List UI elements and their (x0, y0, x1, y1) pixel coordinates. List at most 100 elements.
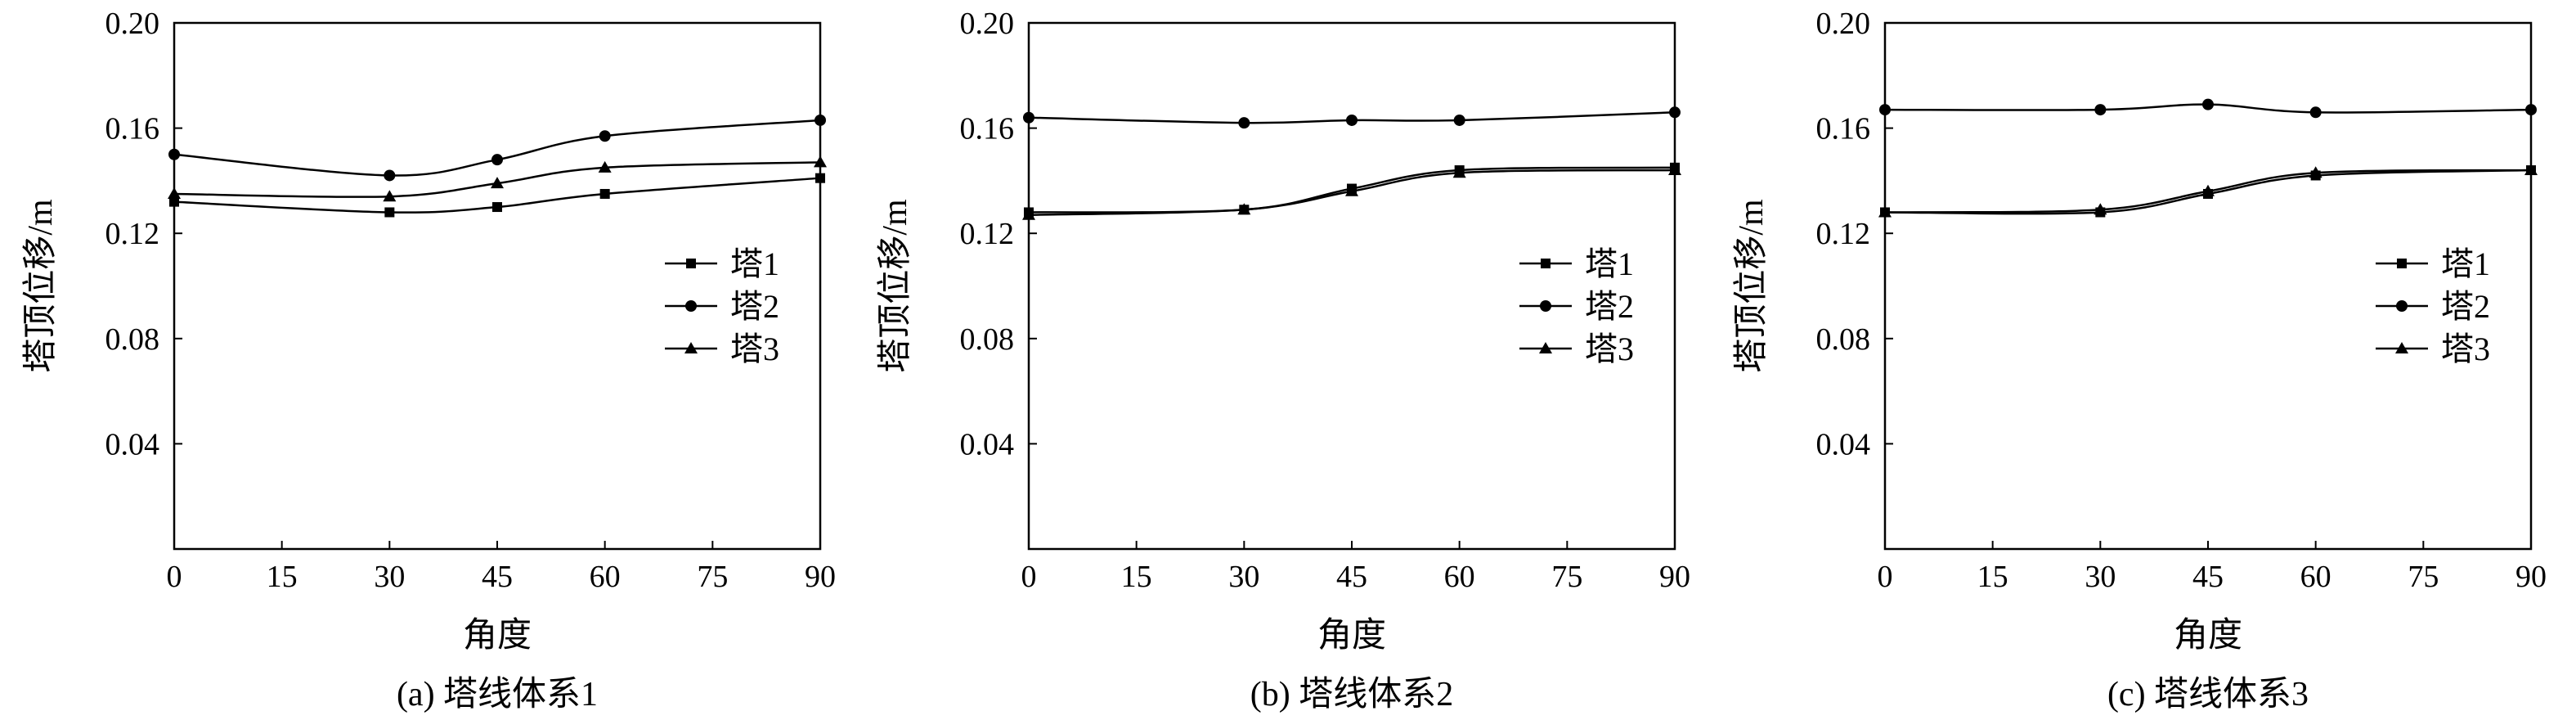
legend-marker (685, 300, 697, 312)
y-tick-label: 0.16 (960, 112, 1015, 146)
x-tick-label: 0 (1021, 560, 1037, 594)
x-tick-label: 0 (167, 560, 182, 594)
y-tick-label: 0.08 (1816, 322, 1871, 357)
x-tick-label: 15 (1121, 560, 1152, 594)
x-tick-label: 45 (2192, 560, 2224, 594)
data-point (599, 130, 611, 142)
legend-marker (686, 259, 696, 268)
x-tick-label: 90 (2515, 560, 2547, 594)
x-tick-label: 60 (2300, 560, 2331, 594)
data-point (598, 160, 612, 173)
chart-panel-1: 0 15 30 45 60 75 90 0.04 0.08 0.12 0.16 0.20 角度 塔顶位移/… (21, 7, 836, 713)
data-point (1238, 117, 1250, 129)
legend-marker (1539, 342, 1552, 353)
data-point (492, 202, 502, 213)
data-point (2202, 98, 2214, 110)
x-tick-label: 15 (267, 560, 298, 594)
data-point (1879, 104, 1891, 116)
legend-label: 塔3 (2441, 331, 2490, 367)
x-tick-label: 90 (805, 560, 836, 594)
series-line-2 (173, 119, 821, 177)
y-tick-label: 0.12 (960, 217, 1015, 251)
legend-label: 塔1 (1585, 245, 1634, 282)
y-tick-label: 0.12 (105, 217, 160, 251)
y-axis-label: 塔顶位移/m (21, 199, 60, 373)
legend-label: 塔3 (1585, 331, 1634, 367)
y-tick-label: 0.16 (105, 112, 160, 146)
legend-label: 塔1 (730, 245, 779, 282)
data-point (2524, 164, 2538, 176)
legend-marker (1540, 300, 1551, 312)
x-tick-label: 90 (1659, 560, 1690, 594)
data-point (491, 154, 503, 166)
y-axis-label: 塔顶位移/m (1732, 199, 1770, 373)
x-tick-label: 0 (1878, 560, 1893, 594)
legend-label: 塔2 (730, 288, 779, 325)
x-tick-label: 30 (374, 560, 405, 594)
legend-marker (684, 342, 698, 353)
data-point (815, 173, 825, 183)
x-axis-label: 角度 (1317, 617, 1386, 655)
data-point (599, 188, 610, 199)
data-point (2201, 184, 2215, 196)
x-tick-label: 45 (482, 560, 513, 594)
data-point (2525, 104, 2537, 116)
x-tick-label: 75 (2408, 560, 2439, 594)
x-tick-label: 75 (697, 560, 728, 594)
y-tick-label: 0.20 (105, 7, 160, 41)
data-point (2094, 104, 2107, 116)
y-tick-label: 0.08 (105, 322, 160, 357)
data-point (384, 207, 395, 218)
y-tick-label: 0.20 (960, 7, 1015, 41)
legend-label: 塔2 (1585, 288, 1634, 325)
legend-marker (2396, 300, 2408, 312)
data-point (1346, 114, 1358, 126)
x-tick-label: 60 (590, 560, 621, 594)
x-tick-label: 75 (1551, 560, 1582, 594)
x-axis-label: 角度 (2174, 617, 2242, 655)
data-point (168, 187, 181, 199)
legend-marker (1541, 259, 1551, 268)
data-point (491, 177, 504, 189)
y-tick-label: 0.04 (105, 427, 160, 461)
panel-caption: (c) 塔线体系3 (2107, 676, 2309, 713)
x-tick-label: 30 (1228, 560, 1259, 594)
data-point (1668, 164, 1681, 176)
legend-marker (2395, 342, 2408, 353)
x-tick-label: 15 (1977, 560, 2008, 594)
data-point (384, 169, 396, 182)
x-tick-label: 30 (2085, 560, 2116, 594)
data-point (1022, 208, 1035, 220)
chart-panel-2: 0 15 30 45 60 75 90 0.04 0.08 0.12 0.16 0.20 角度 塔顶位移/… (876, 7, 1690, 713)
data-point (2309, 106, 2322, 119)
data-point (1878, 205, 1892, 218)
data-point (383, 190, 397, 202)
legend-marker (2397, 259, 2407, 268)
y-tick-label: 0.20 (1816, 7, 1871, 41)
y-axis-label: 塔顶位移/m (876, 199, 914, 373)
data-point (2309, 166, 2322, 178)
data-point (815, 114, 826, 126)
x-axis-label: 角度 (463, 617, 532, 655)
x-tick-label: 45 (1336, 560, 1367, 594)
data-point (2094, 203, 2107, 215)
data-point (169, 196, 179, 207)
plot-frame (1027, 21, 1676, 551)
legend-label: 塔3 (730, 331, 779, 367)
y-tick-label: 0.08 (960, 322, 1015, 357)
y-tick-label: 0.16 (1816, 112, 1871, 146)
y-tick-label: 0.04 (960, 427, 1015, 461)
data-point (1453, 114, 1465, 126)
data-point (814, 155, 827, 168)
y-tick-label: 0.04 (1816, 427, 1871, 461)
x-tick-label: 60 (1444, 560, 1475, 594)
legend-label: 塔2 (2441, 288, 2490, 325)
legend-label: 塔1 (2441, 245, 2490, 282)
chart-panel-3: 0 15 30 45 60 75 90 0.04 0.08 0.12 0.16 0.20 角度 塔顶位移/… (1732, 7, 2547, 713)
y-tick-label: 0.12 (1816, 217, 1871, 251)
data-point (1237, 203, 1251, 215)
panel-caption: (b) 塔线体系2 (1250, 676, 1453, 713)
data-point (1345, 184, 1358, 196)
data-point (1023, 111, 1034, 124)
